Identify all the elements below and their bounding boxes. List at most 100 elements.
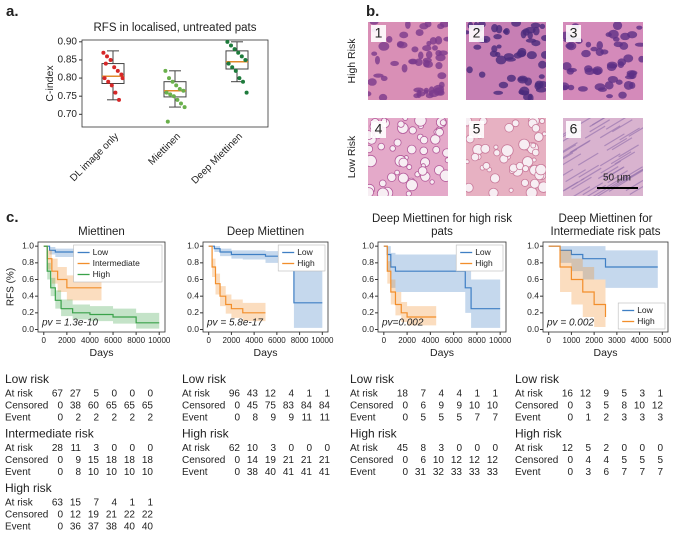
risk-value: 3: [270, 443, 276, 454]
vacuole: [368, 154, 377, 168]
fiber: [589, 119, 610, 133]
nucleus: [439, 22, 448, 28]
data-point: [163, 68, 168, 73]
data-point: [113, 90, 118, 95]
data-point: [112, 65, 117, 70]
chart-title: RFS in localised, untreated pats: [93, 22, 256, 34]
nucleus: [634, 42, 643, 47]
nucleus: [386, 35, 393, 43]
p-value: pv = 0.002: [546, 318, 594, 329]
nucleus: [600, 49, 609, 55]
risk-value: 1: [474, 389, 480, 400]
nucleus: [493, 34, 502, 40]
risk-value: 62: [229, 443, 241, 454]
vacuole: [387, 172, 397, 182]
vacuole: [466, 159, 470, 165]
risk-value: 4: [456, 389, 462, 400]
y-tick-label: 0.0: [187, 324, 199, 334]
tile-number-box: [371, 25, 386, 42]
risk-value: 11: [71, 443, 82, 454]
nucleus: [585, 41, 592, 48]
risk-value: 3: [93, 443, 99, 454]
nucleus: [498, 81, 509, 89]
risk-value: 9: [75, 455, 81, 466]
x-axis-label: Days: [430, 347, 454, 359]
risk-value: 65: [142, 401, 154, 412]
vacuole: [511, 119, 520, 128]
fiber: [611, 137, 633, 151]
risk-value: 2: [603, 413, 609, 424]
nucleus: [567, 67, 577, 73]
x-tick-label: 8000: [127, 336, 145, 345]
fiber: [599, 153, 621, 167]
risk-value: 0: [147, 389, 153, 400]
nucleus: [538, 60, 546, 69]
fiber: [628, 127, 643, 137]
risk-value: 3: [585, 467, 591, 478]
fiber: [563, 168, 574, 176]
risk-value: 45: [247, 401, 259, 412]
fiber: [599, 125, 621, 139]
y-tick-label: 1.0: [527, 240, 539, 250]
x-tick-label: 10000: [148, 336, 171, 345]
vacuole: [525, 186, 538, 196]
risk-value: 2: [129, 413, 135, 424]
x-tick-label: 2000: [398, 336, 416, 345]
nucleus: [373, 73, 384, 78]
risk-row-label: Event: [350, 413, 376, 424]
nucleus: [539, 23, 546, 30]
tile-number: 6: [570, 121, 578, 137]
data-point: [109, 83, 114, 88]
vacuole: [488, 187, 499, 196]
risk-value: 41: [301, 467, 313, 478]
fiber: [604, 133, 625, 147]
data-point: [167, 76, 171, 81]
nucleus: [493, 90, 504, 95]
risk-value: 19: [265, 455, 277, 466]
y-tick-label: 0.90: [58, 36, 78, 47]
risk-value: 11: [320, 413, 331, 424]
nucleus: [466, 66, 473, 74]
survival-line: [208, 245, 266, 314]
risk-row-label: Event: [182, 467, 208, 478]
risk-value: 10: [487, 401, 499, 412]
fiber: [618, 144, 639, 158]
risk-row-label: At risk: [5, 498, 34, 509]
risk-row-label: Event: [5, 413, 31, 424]
nucleus: [422, 45, 432, 52]
vacuole: [539, 118, 546, 124]
risk-value: 18: [124, 455, 136, 466]
fiber: [607, 176, 629, 190]
risk-value: 3: [657, 413, 663, 424]
nucleus: [620, 32, 631, 41]
risk-value: 10: [433, 455, 445, 466]
risk-value: 27: [70, 389, 82, 400]
y-tick-label: 0.2: [187, 307, 199, 317]
risk-value: 8: [621, 401, 627, 412]
vacuole: [405, 179, 418, 192]
nucleus: [609, 64, 618, 69]
data-point: [175, 97, 180, 102]
risk-group: Low risk: [350, 372, 395, 386]
nucleus: [491, 23, 499, 33]
y-tick-label: 0.4: [187, 290, 199, 300]
vacuole: [444, 157, 448, 164]
risk-value: 0: [57, 455, 63, 466]
fiber: [629, 185, 643, 195]
data-point: [233, 68, 238, 73]
confidence-band: [208, 246, 266, 322]
risk-value: 4: [438, 389, 444, 400]
plot-frame: [81, 39, 269, 128]
risk-value: 5: [621, 389, 627, 400]
histology-tile: 1: [368, 22, 448, 100]
fiber: [603, 166, 624, 180]
risk-row-label: At risk: [515, 443, 544, 454]
data-point: [236, 50, 241, 55]
risk-value: 10: [124, 467, 136, 478]
risk-value: 21: [319, 455, 331, 466]
risk-value: 22: [124, 510, 136, 521]
risk-value: 1: [147, 498, 153, 509]
nucleus: [530, 22, 541, 29]
y-tick-label: 0.0: [527, 324, 539, 334]
risk-value: 2: [93, 413, 99, 424]
